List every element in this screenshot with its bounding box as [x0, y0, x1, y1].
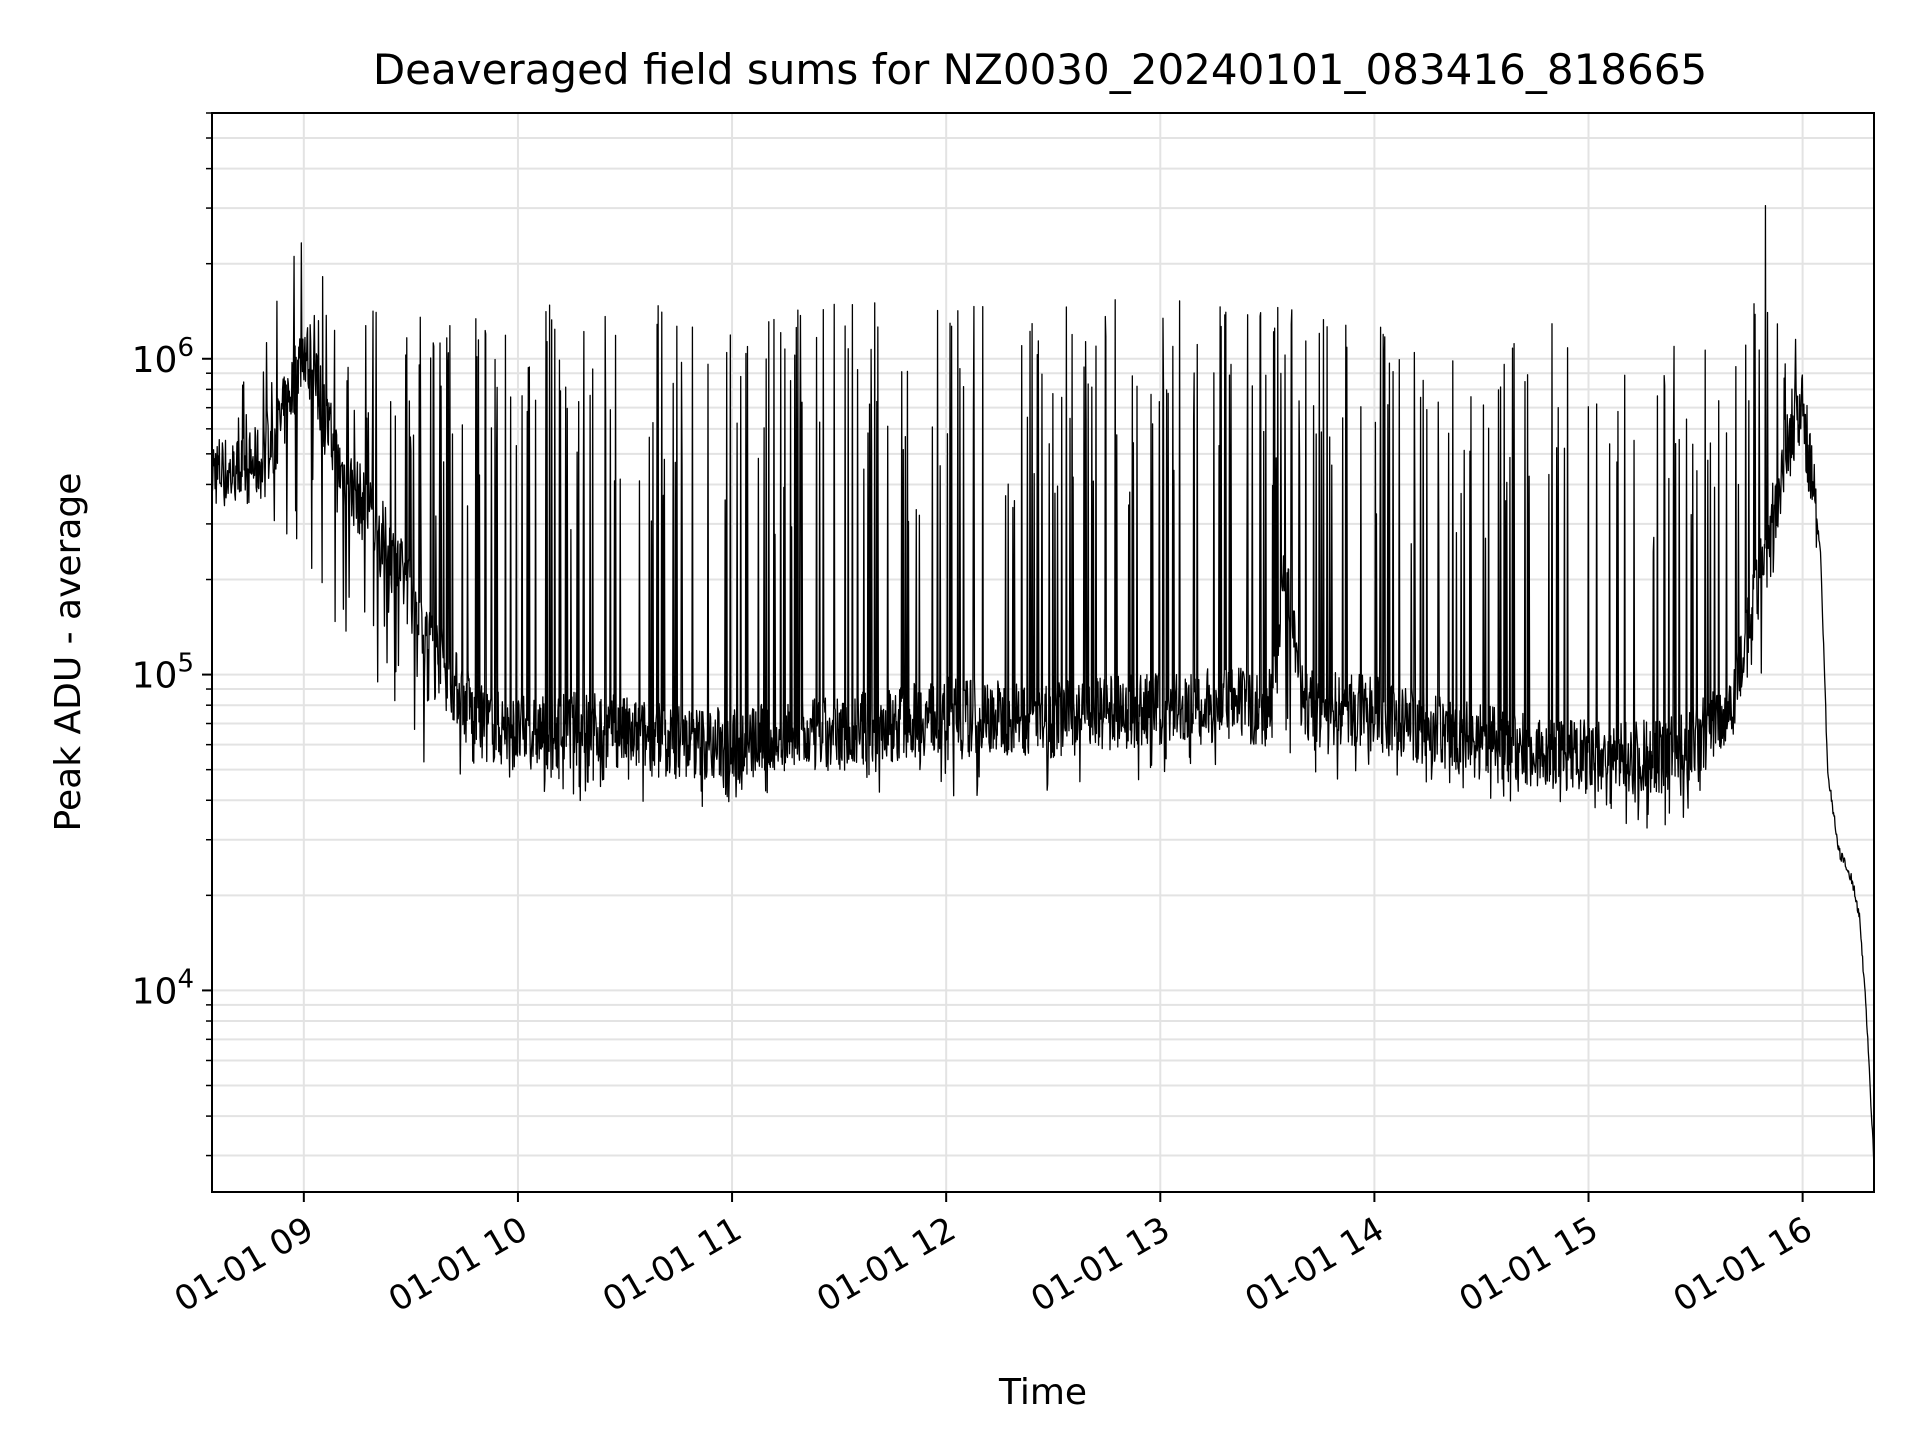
y-tick-label: 105 [132, 649, 194, 697]
x-axis-label: Time [998, 1372, 1087, 1413]
chart-title: Deaveraged field sums for NZ0030_2024010… [373, 45, 1707, 94]
data-series [211, 204, 1875, 1169]
series-line [211, 204, 1875, 1169]
plot-area-frame [211, 112, 1875, 1193]
y-tick-label: 104 [132, 964, 194, 1012]
y-axis: 104 105 106 [132, 112, 212, 1157]
y-tick-label: 106 [132, 333, 194, 381]
y-axis-label: Peak ADU - average [48, 473, 89, 832]
